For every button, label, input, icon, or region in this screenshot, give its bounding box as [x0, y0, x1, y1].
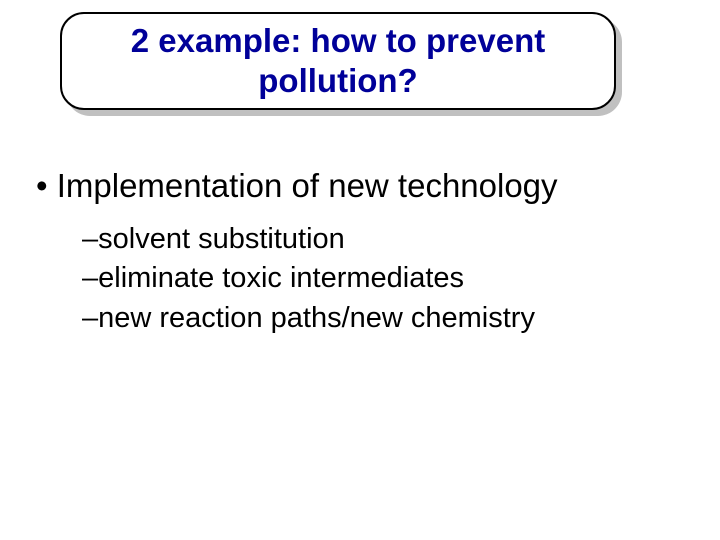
main-bullet: • Implementation of new technology	[36, 165, 686, 206]
title-line-1: 2 example: how to prevent	[131, 22, 545, 59]
title-box: 2 example: how to prevent pollution?	[60, 12, 616, 110]
sub-item: –solvent substitution	[82, 220, 686, 259]
sub-text: new reaction paths/new chemistry	[98, 302, 535, 334]
sub-text: solvent substitution	[98, 223, 345, 255]
sub-marker: –	[82, 262, 98, 294]
bullet-text: Implementation of new technology	[57, 167, 558, 204]
content-area: • Implementation of new technology –solv…	[36, 165, 686, 338]
sub-list: –solvent substitution –eliminate toxic i…	[82, 220, 686, 337]
title-line-2: pollution?	[258, 62, 417, 99]
slide-title: 2 example: how to prevent pollution?	[131, 21, 545, 100]
sub-item: –new reaction paths/new chemistry	[82, 299, 686, 338]
bullet-marker: •	[36, 167, 48, 204]
sub-text: eliminate toxic intermediates	[98, 262, 464, 294]
sub-marker: –	[82, 302, 98, 334]
sub-item: –eliminate toxic intermediates	[82, 259, 686, 298]
sub-marker: –	[82, 223, 98, 255]
